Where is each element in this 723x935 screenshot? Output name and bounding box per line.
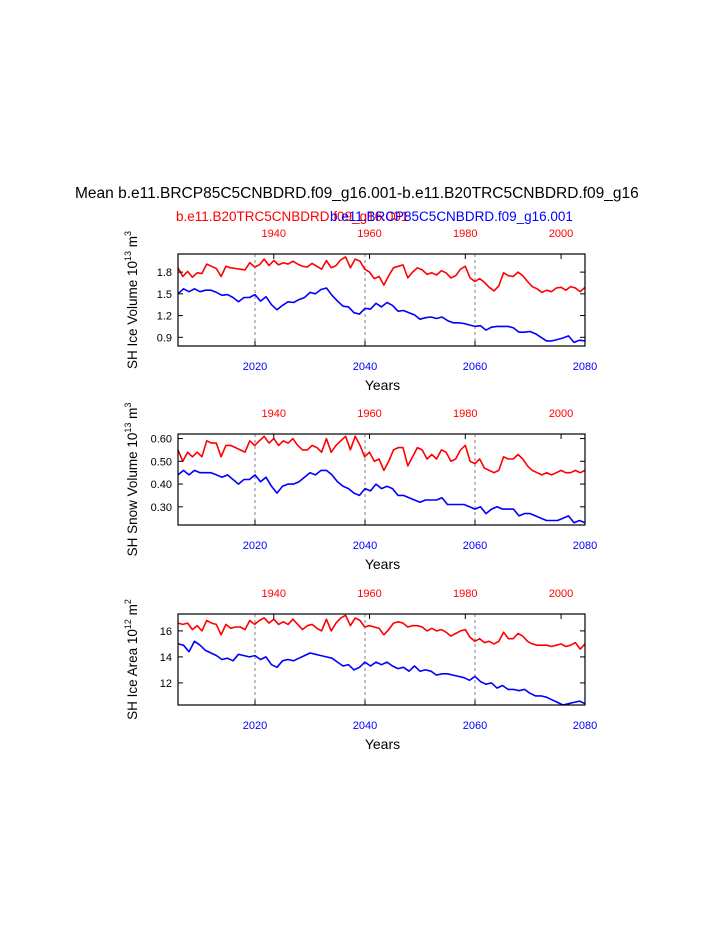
y-tick-label: 0.60 [151, 434, 172, 446]
future-series-line [177, 287, 586, 344]
historical-series-line [177, 614, 586, 650]
bottom-x-tick-label: 2080 [573, 720, 597, 732]
y-tick-label: 0.50 [151, 456, 172, 468]
top-x-tick-label: 1960 [357, 408, 381, 420]
y-tick-label: 0.40 [151, 479, 172, 491]
y-tick-label: 1.2 [157, 311, 172, 323]
top-x-tick-label: 1980 [453, 408, 477, 420]
top-x-tick-label: 1960 [357, 228, 381, 240]
y-axis-label: SH Snow Volume 1013 m3 [123, 403, 140, 557]
ice-area-panel: 12 14 16 2020 2040 2060 2080 1940 1960 1980 2000 Ye… [123, 588, 597, 752]
ice-volume-panel: 0.9 1.2 1.5 1.8 2020 2040 2060 2080 1940 1960 1980… [123, 228, 597, 393]
bottom-x-tick-label: 2060 [463, 720, 487, 732]
bottom-x-tick-label: 2020 [243, 540, 267, 552]
y-tick-label: 14 [160, 652, 172, 664]
top-x-tick-label: 2000 [549, 228, 573, 240]
bottom-x-tick-label: 2020 [243, 361, 267, 373]
historical-series-line [177, 435, 586, 476]
top-x-tick-label: 1940 [262, 228, 286, 240]
y-tick-label: 1.5 [157, 289, 172, 301]
top-x-tick-label: 1960 [357, 588, 381, 600]
top-x-tick-label: 2000 [549, 588, 573, 600]
y-tick-label: 1.8 [157, 267, 172, 279]
bottom-x-tick-label: 2040 [353, 361, 377, 373]
y-axis-label: SH Ice Area 1012 m2 [123, 599, 140, 720]
title-clip-mask [648, 180, 723, 206]
future-series-line [177, 640, 586, 706]
y-tick-label: 16 [160, 626, 172, 638]
x-axis-label: Years [365, 377, 400, 393]
bottom-x-tick-label: 2080 [573, 540, 597, 552]
plot-frame [177, 613, 586, 706]
bottom-x-tick-label: 2020 [243, 720, 267, 732]
top-x-tick-label: 1940 [262, 588, 286, 600]
figure-title: Mean b.e11.BRCP85C5CNBDRD.f09_g16.001-b.… [75, 185, 639, 202]
bottom-x-tick-label: 2040 [353, 540, 377, 552]
plot-frame [177, 433, 586, 526]
legend-historical-label: b.e11.B20TRC5CNBDRD.f09_g16.001 [176, 209, 408, 224]
historical-series-line [177, 256, 586, 294]
top-x-tick-label: 1980 [453, 588, 477, 600]
y-tick-label: 0.30 [151, 502, 172, 514]
top-x-tick-label: 1940 [262, 408, 286, 420]
future-series-line [177, 469, 586, 524]
x-axis-label: Years [365, 736, 400, 752]
x-axis-label: Years [365, 556, 400, 572]
y-tick-label: 12 [160, 678, 172, 690]
bottom-x-tick-label: 2080 [573, 361, 597, 373]
bottom-x-tick-label: 2060 [463, 361, 487, 373]
legend-future-label: b.e11.BRCP85C5CNBDRD.f09_g16.001 [330, 209, 573, 224]
bottom-x-tick-label: 2060 [463, 540, 487, 552]
top-x-tick-label: 1980 [453, 228, 477, 240]
top-x-tick-label: 2000 [549, 408, 573, 420]
plot-frame [177, 253, 586, 347]
bottom-x-tick-label: 2040 [353, 720, 377, 732]
snow-volume-panel: 0.30 0.40 0.50 0.60 2020 2040 2060 2080 1940 1960… [123, 403, 597, 572]
y-tick-label: 0.9 [157, 332, 172, 344]
y-axis-label: SH Ice Volume 1013 m3 [123, 231, 140, 369]
